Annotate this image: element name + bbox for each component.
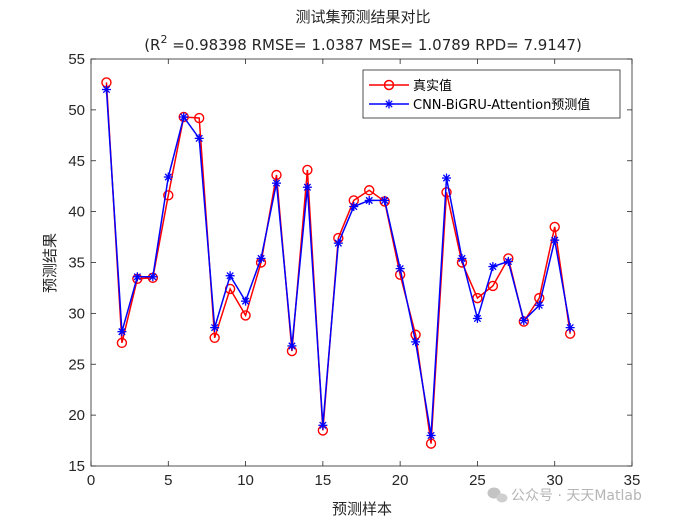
data-point bbox=[364, 195, 374, 205]
y-tick-label: 35 bbox=[68, 255, 85, 272]
data-point bbox=[550, 235, 560, 245]
subtitle-superscript: 2 bbox=[160, 33, 167, 46]
x-tick-label: 15 bbox=[315, 472, 332, 489]
x-tick-label: 35 bbox=[624, 472, 641, 489]
data-point bbox=[210, 323, 220, 333]
legend-marker-real bbox=[383, 79, 395, 91]
data-point bbox=[163, 172, 173, 182]
data-point bbox=[503, 256, 513, 266]
data-point bbox=[380, 195, 390, 205]
data-point bbox=[256, 253, 266, 263]
y-tick-label: 45 bbox=[68, 153, 85, 170]
data-point bbox=[487, 280, 499, 292]
wechat-icon bbox=[487, 487, 508, 503]
data-point bbox=[148, 272, 158, 282]
data-point bbox=[411, 337, 421, 347]
data-point bbox=[519, 315, 529, 325]
data-point bbox=[271, 178, 281, 188]
y-tick-label: 30 bbox=[68, 305, 85, 322]
x-tick-label: 25 bbox=[469, 472, 486, 489]
legend-label-real: 真实值 bbox=[413, 78, 452, 94]
y-tick-label: 50 bbox=[68, 102, 85, 119]
data-point bbox=[488, 262, 498, 272]
data-point bbox=[457, 253, 467, 263]
data-point bbox=[349, 202, 359, 212]
data-point bbox=[333, 238, 343, 248]
data-point bbox=[426, 430, 436, 440]
data-point bbox=[442, 173, 452, 183]
data-point bbox=[364, 185, 375, 196]
data-point bbox=[225, 271, 235, 281]
x-tick-label: 20 bbox=[392, 472, 409, 489]
y-tick-label: 25 bbox=[68, 356, 85, 373]
data-point bbox=[241, 296, 251, 306]
data-point bbox=[194, 133, 204, 143]
watermark-text: 公众号 · 天天Matlab bbox=[511, 488, 642, 504]
data-point bbox=[318, 420, 328, 430]
data-point bbox=[534, 300, 544, 310]
data-point bbox=[287, 341, 297, 351]
data-point bbox=[101, 85, 111, 95]
y-tick-label: 40 bbox=[68, 204, 85, 221]
y-axis-ticks: 15 20 25 30 35 40 45 50 55 bbox=[68, 51, 632, 475]
data-point bbox=[117, 327, 127, 337]
y-tick-label: 15 bbox=[68, 458, 85, 475]
x-tick-label: 30 bbox=[546, 472, 563, 489]
data-point bbox=[193, 112, 205, 124]
data-point bbox=[302, 182, 312, 192]
data-point bbox=[302, 164, 313, 176]
data-point bbox=[132, 272, 142, 282]
subtitle-prefix: (R bbox=[144, 36, 160, 54]
subtitle-metrics: =0.98398 RMSE= 1.0387 MSE= 1.0789 RPD= 7… bbox=[167, 36, 581, 54]
legend-star-glyph bbox=[384, 99, 394, 109]
data-point bbox=[116, 337, 128, 349]
x-axis-label: 预测样本 bbox=[332, 500, 392, 518]
watermark: 公众号 · 天天Matlab bbox=[487, 487, 642, 504]
legend-label-pred: CNN-BiGRU-Attention预测值 bbox=[413, 97, 590, 113]
x-tick-label: 10 bbox=[237, 472, 254, 489]
chart-title: 测试集预测结果对比 bbox=[295, 8, 430, 26]
series-layer bbox=[101, 77, 576, 449]
legend: 真实值 CNN-BiGRU-Attention预测值 bbox=[362, 69, 621, 119]
y-tick-label: 55 bbox=[68, 51, 85, 68]
x-tick-label: 0 bbox=[87, 472, 95, 489]
x-tick-label: 5 bbox=[164, 472, 172, 489]
data-point bbox=[209, 332, 220, 343]
legend-marker-pred bbox=[384, 99, 394, 109]
y-tick-label: 20 bbox=[68, 407, 85, 424]
data-point bbox=[549, 221, 560, 233]
data-point bbox=[395, 264, 405, 274]
data-point bbox=[163, 190, 174, 201]
data-point bbox=[472, 313, 482, 323]
data-point bbox=[240, 310, 251, 321]
y-axis-label: 预测结果 bbox=[41, 233, 59, 293]
legend-box bbox=[362, 69, 621, 119]
plot-area bbox=[90, 58, 633, 467]
x-axis-ticks: 0 5 10 15 20 25 30 35 bbox=[87, 59, 641, 489]
data-point bbox=[565, 323, 575, 333]
data-point bbox=[179, 112, 189, 122]
chart-subtitle: (R2 =0.98398 RMSE= 1.0387 MSE= 1.0789 RP… bbox=[144, 33, 582, 54]
series-predicted bbox=[101, 85, 575, 440]
